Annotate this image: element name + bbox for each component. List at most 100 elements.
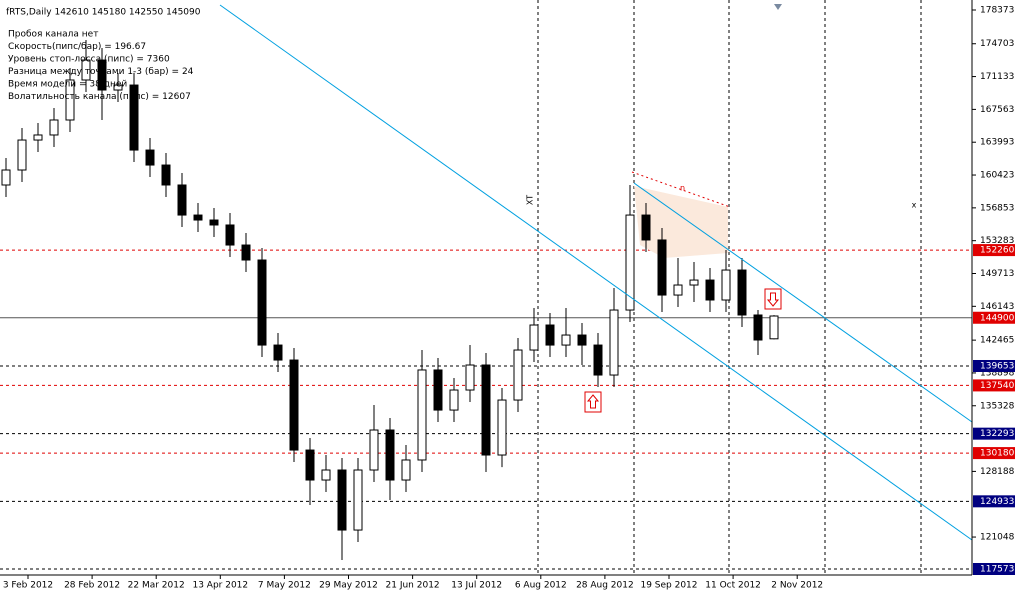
candle-body — [257, 259, 267, 346]
candle-body — [513, 349, 523, 401]
candle-body — [657, 239, 667, 296]
x-axis: 3 Feb 2012 28 Feb 2012 22 Mar 2012 13 Apr 2… — [3, 575, 823, 591]
x-tick-label: 22 Mar 2012 — [128, 581, 185, 591]
candle-body — [337, 469, 347, 531]
x-tick-label: 11 Oct 2012 — [705, 581, 761, 591]
y-tick-label: 178373 — [980, 6, 1014, 16]
level-label: 137540 — [980, 381, 1015, 391]
candle-body — [417, 369, 427, 461]
y-tick-label: 149713 — [980, 269, 1014, 279]
level-label: 152260 — [980, 246, 1015, 256]
y-tick-label: 171133 — [980, 72, 1014, 82]
level-box — [973, 495, 1015, 508]
level-box — [973, 379, 1015, 392]
candle-body — [129, 84, 139, 151]
candle-body — [145, 149, 155, 166]
y-tick-label: 142465 — [980, 336, 1014, 346]
y-tick-label: 146143 — [980, 302, 1014, 312]
candle-body — [529, 324, 539, 351]
candle-body — [289, 359, 299, 451]
y-tick-label: 138898 — [980, 368, 1015, 378]
level-box — [973, 244, 1015, 257]
candle-body — [113, 84, 123, 91]
x-tick-label: 2 Nov 2012 — [771, 581, 823, 591]
info-line: Волатильность канала (пипс) = 12607 — [8, 92, 191, 102]
level-label: 124933 — [980, 497, 1014, 507]
candle-body — [673, 284, 683, 296]
x-tick-label: 6 Aug 2012 — [515, 581, 567, 591]
y-tick-label: 160423 — [980, 171, 1014, 181]
level-label: 144900 — [980, 313, 1015, 323]
x-tick-label: 21 Jun 2012 — [386, 581, 440, 591]
dotted-line — [631, 171, 731, 208]
candle-body — [481, 364, 491, 456]
y-tick-label: 153283 — [980, 236, 1014, 246]
up-arrow — [584, 391, 602, 413]
candle-body — [241, 244, 251, 261]
candle-body — [273, 344, 283, 361]
candle-body — [81, 59, 91, 81]
shift-marker — [774, 4, 782, 10]
candle-body — [705, 279, 715, 301]
level-label: 117573 — [980, 564, 1014, 574]
y-tick-label: 174703 — [980, 39, 1014, 49]
x-tick-label: 28 Aug 2012 — [576, 581, 634, 591]
x-tick-label: 28 Feb 2012 — [64, 581, 120, 591]
level-label: 130180 — [980, 449, 1015, 459]
level-box — [973, 311, 1015, 324]
info-line: Пробоя канала нет — [8, 30, 98, 40]
candle-body — [625, 214, 635, 311]
info-block: Пробоя канала нет Скорость(пипс/бар) = 19… — [8, 30, 194, 103]
candle-body — [641, 214, 651, 241]
header: fRTS,Daily 142610 145180 142550 145090 — [6, 8, 201, 18]
candle-body — [465, 364, 475, 391]
channel-line — [633, 182, 973, 423]
y-tick-label: 163993 — [980, 138, 1014, 148]
level-label: 139653 — [980, 361, 1014, 371]
y-tick-label: 167563 — [980, 105, 1014, 115]
y-axis: 178373 174703 171133 167563 163993 160423 1568… — [972, 6, 1015, 575]
candle-body — [305, 449, 315, 481]
x-tick-label: 7 May 2012 — [258, 581, 311, 591]
candle-body — [209, 219, 219, 226]
level-label: 132293 — [980, 429, 1014, 439]
candle-body — [385, 429, 395, 481]
y-tick-label: 156853 — [980, 203, 1014, 213]
info-line: Уровень стоп-лосса (пипс) = 7360 — [8, 55, 170, 65]
y-tick-label: 128188 — [980, 467, 1015, 477]
x-tick-label: 3 Feb 2012 — [3, 581, 53, 591]
info-line: Скорость(пипс/бар) = 196.67 — [8, 42, 146, 52]
x-tick-label: 29 May 2012 — [319, 581, 378, 591]
candle-body — [577, 334, 587, 346]
candle-body — [1, 169, 11, 186]
candle-body — [689, 279, 699, 286]
candle-body — [321, 469, 331, 481]
candle-body — [593, 344, 603, 376]
candle-body — [369, 429, 379, 471]
candle-body — [753, 314, 763, 341]
candle-body — [721, 269, 731, 301]
x-tick-label: 13 Jul 2012 — [451, 581, 502, 591]
candle-body — [769, 315, 779, 340]
candle-body — [33, 134, 43, 141]
candles — [1, 40, 779, 561]
candle-body — [225, 224, 235, 246]
level-box — [973, 427, 1015, 440]
annotation: XT — [526, 195, 535, 205]
channel-line — [219, 4, 973, 541]
candle-body — [737, 269, 747, 316]
level-box — [973, 447, 1015, 460]
candle-body — [609, 309, 619, 376]
candle-body — [449, 389, 459, 411]
candle-body — [177, 184, 187, 216]
info-line: Время модели = 38 дней — [8, 80, 127, 90]
info-line: Разница между точками 1-3 (бар) = 24 — [8, 67, 194, 77]
candle-body — [17, 139, 27, 171]
level-box — [973, 562, 1015, 575]
candle-body — [49, 119, 59, 136]
candle-body — [433, 369, 443, 411]
y-tick-label: 135328 — [980, 401, 1015, 411]
candle-body — [353, 469, 363, 531]
